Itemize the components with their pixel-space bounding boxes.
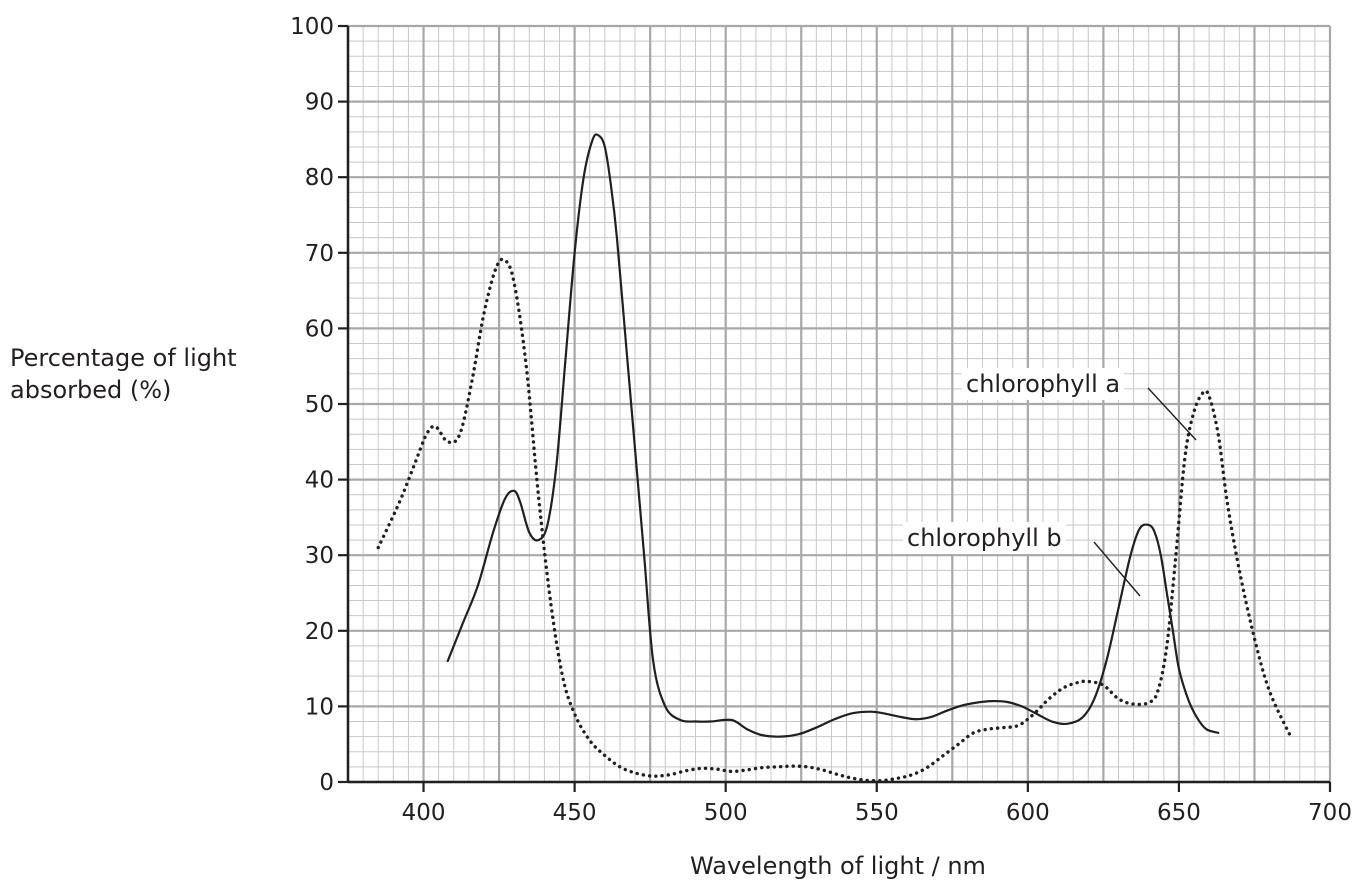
annotation-layer: chlorophyll a chlorophyll b [903,368,1197,597]
y-tick-label: 80 [305,165,334,191]
x-tick-label: 500 [704,800,748,826]
x-axis-title: Wavelength of light / nm [690,852,986,880]
chlorophyll-b-label: chlorophyll b [907,524,1062,552]
x-tick-label: 700 [1308,800,1352,826]
x-tick-label: 400 [402,800,446,826]
y-axis-title: Percentage of light absorbed (%) [10,342,237,406]
x-tick-label: 450 [553,800,597,826]
y-tick-label: 0 [319,770,334,796]
chlorophyll-a-label: chlorophyll a [966,370,1120,398]
y-tick-label: 20 [305,619,334,645]
x-tick-label: 600 [1006,800,1050,826]
y-tick-label: 60 [305,316,334,342]
chlorophyll-b-leader-line [1093,541,1141,597]
y-tick-label: 30 [305,543,334,569]
y-tick-label: 40 [305,468,334,494]
series-layer [376,133,1293,783]
major-grid [346,24,1332,784]
y-tick-label: 90 [305,90,334,116]
chlorophyll-b-label-background [903,522,1066,554]
axes: 0 10 20 30 40 50 60 70 80 90 100 400 450 500 550 600 650… [290,14,1352,826]
y-axis-title-line-1: Percentage of light [10,344,237,372]
chlorophyll-a-curve [376,257,1293,783]
y-tick-label: 70 [305,241,334,267]
chlorophyll-a-label-background [962,368,1125,400]
y-tick-label: 10 [305,694,334,720]
x-tick-label: 650 [1157,800,1201,826]
x-tick-label: 550 [855,800,899,826]
y-tick-label: 100 [290,14,334,40]
y-axis-title-line-2: absorbed (%) [10,376,172,404]
y-tick-label: 50 [305,392,334,418]
chlorophyll-b-curve [446,133,1220,738]
chlorophyll-a-leader-line [1147,387,1197,441]
